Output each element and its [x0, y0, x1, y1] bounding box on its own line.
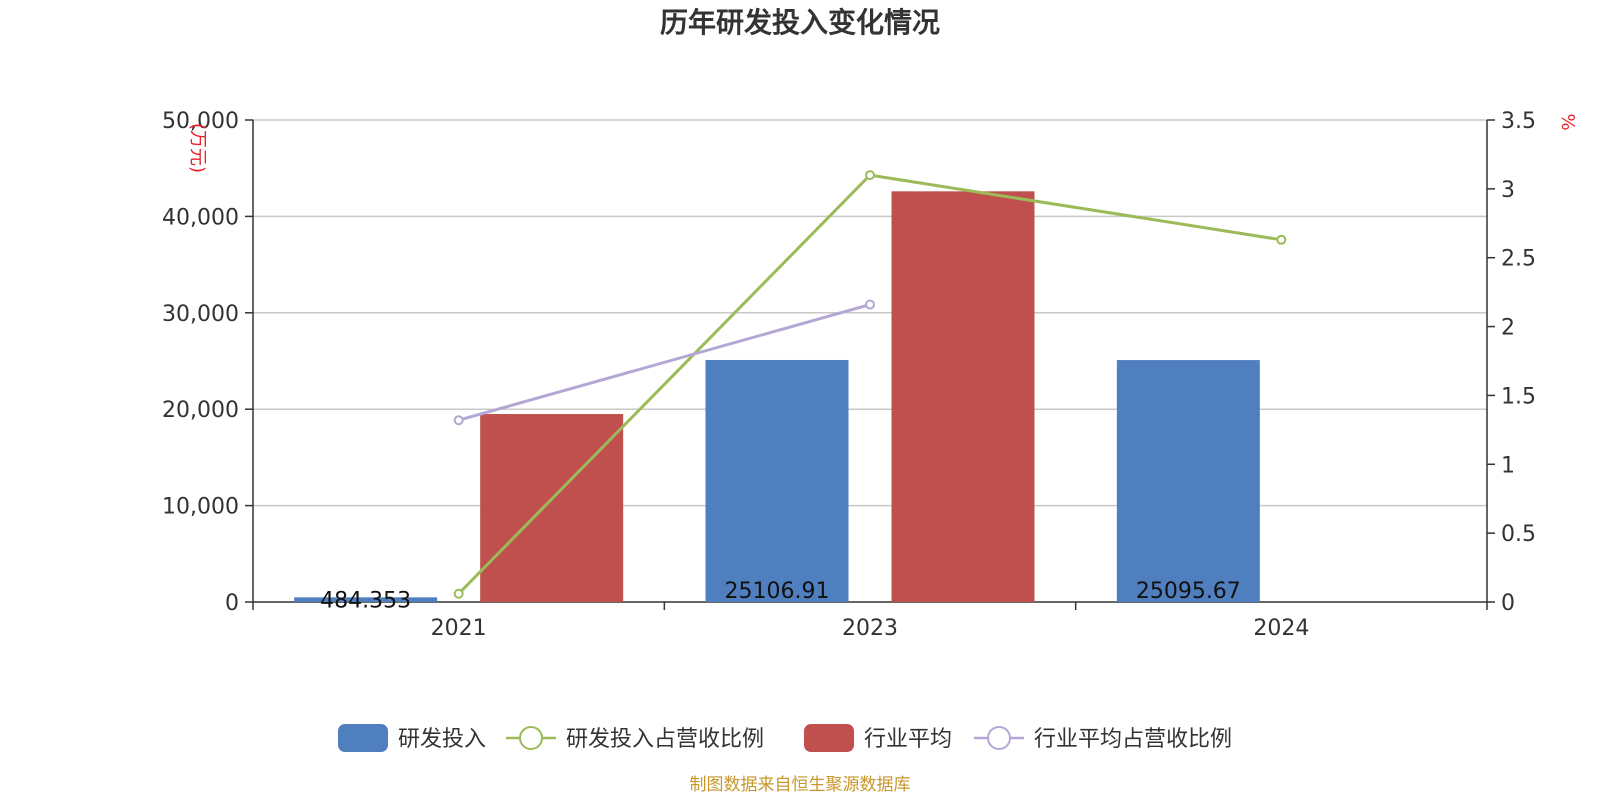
- x-axis-label: 2023: [842, 616, 898, 641]
- right-axis-tick-label: 1.5: [1501, 384, 1536, 409]
- right-axis-tick-label: 1: [1501, 453, 1515, 478]
- chart-title: 历年研发投入变化情况: [660, 6, 940, 39]
- right-axis-tick-label: 3: [1501, 178, 1515, 203]
- lines: [453, 170, 1287, 599]
- source-note: 制图数据来自恒生聚源数据库: [690, 775, 911, 795]
- right-axis-tick-label: 2.5: [1501, 247, 1536, 272]
- legend-item: 研发投入占营收比例: [506, 726, 764, 752]
- bar: [891, 191, 1035, 602]
- legend-label: 行业平均: [864, 727, 952, 752]
- legend: 研发投入 研发投入占营收比例 行业平均 行业平均占营收比例: [338, 724, 1232, 752]
- line-point: [865, 170, 875, 181]
- bar-data-label: 25106.91: [725, 579, 830, 604]
- grid-lines: [253, 119, 1487, 507]
- x-axis-label: 2021: [431, 616, 487, 641]
- bars: [294, 191, 1260, 602]
- legend-label: 行业平均占营收比例: [1034, 727, 1232, 752]
- legend-item: 行业平均: [804, 724, 952, 752]
- left-axis-tick-label: 30,000: [162, 302, 239, 327]
- legend-label: 研发投入占营收比例: [566, 727, 764, 752]
- line-point: [453, 588, 464, 599]
- bar: [1116, 360, 1260, 602]
- legend-item: 研发投入: [338, 724, 486, 752]
- left-axis-tick-label: 20,000: [162, 398, 239, 423]
- bar-data-label: 484.353: [320, 589, 411, 614]
- left-axis-tick-label: 50,000: [162, 109, 239, 134]
- right-axis-tick-label: 2: [1501, 316, 1515, 341]
- line-point: [453, 415, 464, 426]
- legend-marker: [519, 726, 543, 750]
- bar: [480, 414, 624, 602]
- left-axis-tick-label: 0: [225, 591, 239, 616]
- series-line: [458, 303, 871, 422]
- bar-data-label: 25095.67: [1136, 579, 1241, 604]
- axes: 0 10,000 20,000 30,000 40,000 50,000 0 0.5 1 1.5 2…: [162, 109, 1536, 641]
- legend-swatch: [804, 724, 854, 752]
- right-axis-tick-label: 0: [1501, 591, 1515, 616]
- legend-item: 行业平均占营收比例: [974, 726, 1232, 752]
- line-point: [1276, 234, 1287, 245]
- right-axis-unit: %: [1557, 113, 1578, 130]
- left-axis-tick-label: 40,000: [162, 205, 239, 230]
- left-axis-tick-label: 10,000: [162, 495, 239, 520]
- bar: [294, 597, 438, 602]
- legend-label: 研发投入: [398, 727, 486, 752]
- right-axis-tick-label: 0.5: [1501, 522, 1536, 547]
- legend-swatch: [338, 724, 388, 752]
- x-axis-label: 2024: [1253, 616, 1309, 641]
- bar: [705, 359, 849, 602]
- left-axis-unit: (万元): [187, 123, 208, 173]
- right-axis-tick-label: 3.5: [1501, 109, 1536, 134]
- line-point: [865, 299, 875, 310]
- bar-labels: 484.353 25106.91 25095.67: [320, 579, 1241, 614]
- legend-marker: [987, 726, 1011, 750]
